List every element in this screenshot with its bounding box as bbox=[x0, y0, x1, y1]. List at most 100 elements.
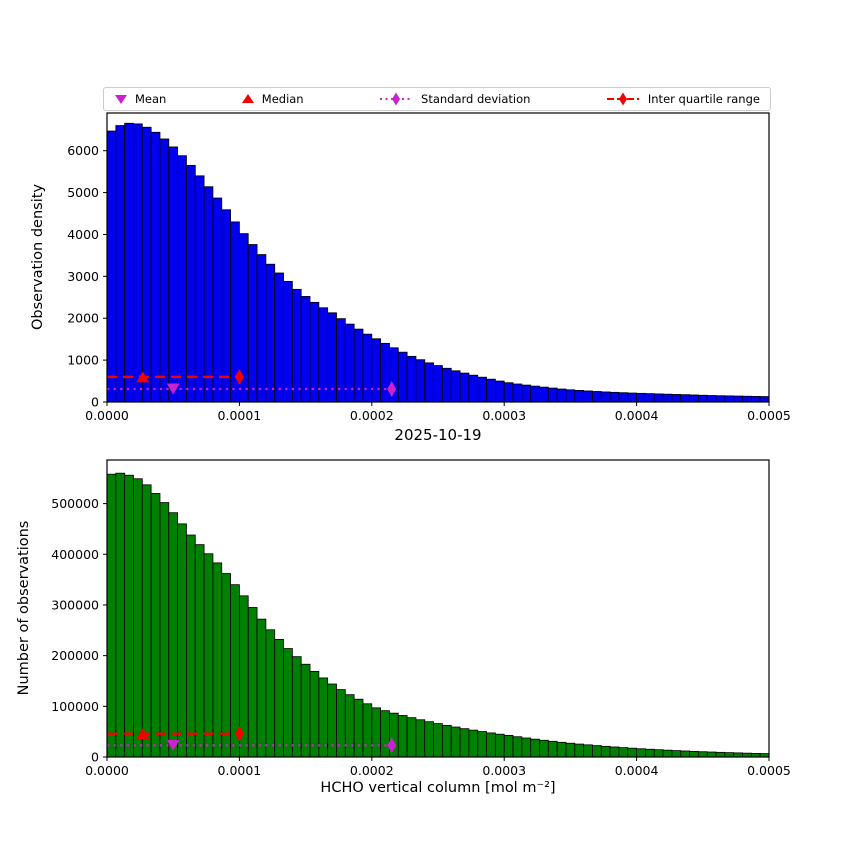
legend-item-standard-deviation: Standard deviation bbox=[378, 92, 530, 106]
histogram-bar bbox=[539, 739, 549, 758]
histogram-bar bbox=[565, 742, 576, 758]
histogram-bar bbox=[671, 394, 682, 403]
histogram-bar bbox=[247, 607, 258, 758]
histogram-bar bbox=[662, 749, 673, 758]
x-tick-label: 0.0002 bbox=[350, 763, 394, 778]
histogram-bar bbox=[353, 698, 364, 758]
median-marker bbox=[136, 371, 150, 383]
histogram-bar bbox=[715, 395, 726, 403]
histogram-bar bbox=[556, 741, 567, 758]
histogram-bar bbox=[706, 751, 717, 758]
histogram-bar bbox=[177, 523, 187, 758]
legend-label-mean: Mean bbox=[135, 92, 167, 106]
histogram-bar bbox=[627, 392, 638, 403]
histogram-bar bbox=[397, 351, 408, 403]
histogram-bar bbox=[221, 209, 231, 403]
histogram-bar bbox=[318, 307, 329, 403]
histogram-bar bbox=[759, 396, 770, 403]
histogram-bar bbox=[106, 473, 117, 758]
histogram-bar bbox=[203, 553, 214, 758]
histogram-bar bbox=[371, 707, 382, 758]
histogram-bar bbox=[530, 738, 540, 758]
histogram-bar bbox=[194, 544, 205, 758]
histogram-bar bbox=[212, 562, 223, 758]
x-tick-label: 0.0004 bbox=[615, 408, 659, 423]
histogram-bar bbox=[124, 474, 134, 758]
histogram-bar bbox=[221, 573, 231, 758]
histogram-bar bbox=[106, 130, 117, 403]
y-tick-label: 1000 bbox=[67, 353, 99, 368]
histogram-bar bbox=[283, 648, 293, 758]
y-tick-label: 500000 bbox=[51, 496, 99, 511]
histogram-bar bbox=[539, 386, 549, 403]
histogram-bar bbox=[115, 472, 126, 758]
histogram-bar bbox=[689, 394, 699, 403]
histogram-bar bbox=[697, 394, 708, 403]
histogram-bar bbox=[300, 296, 311, 403]
histogram-bar bbox=[362, 333, 373, 403]
histogram-bar bbox=[274, 639, 284, 758]
histogram-bar bbox=[141, 484, 152, 758]
mean-marker-icon bbox=[115, 95, 127, 104]
histogram-bar bbox=[689, 750, 699, 758]
histogram-bar bbox=[530, 385, 540, 403]
inter-quartile-range-marker-icon bbox=[606, 92, 639, 106]
histogram-bar bbox=[512, 383, 523, 403]
histogram-bar bbox=[627, 747, 638, 758]
histogram-bar bbox=[141, 126, 152, 403]
top-histogram-plot: 0.0000 0.0001 0.0002 0.0003 0.0004 0.0005 0 100… bbox=[67, 112, 791, 423]
histogram-bar bbox=[503, 735, 514, 758]
axes-frame bbox=[106, 112, 770, 403]
histogram-bar bbox=[494, 380, 505, 403]
histogram-bar bbox=[556, 388, 567, 403]
histogram-bar bbox=[715, 751, 726, 758]
y-tick-label: 2000 bbox=[67, 311, 99, 326]
histogram-bar bbox=[362, 703, 373, 758]
histogram-bar bbox=[291, 288, 302, 403]
histogram-bar bbox=[353, 328, 364, 403]
date-title: 2025-10-19 bbox=[394, 426, 482, 444]
x-tick-label: 0.0000 bbox=[85, 763, 129, 778]
inter-quartile-range-diamond-marker bbox=[234, 725, 244, 742]
histogram-bar bbox=[724, 395, 735, 403]
histogram-bar bbox=[742, 395, 752, 403]
histogram-bar bbox=[168, 512, 179, 758]
histogram-bar bbox=[203, 186, 214, 403]
histogram-bar bbox=[380, 342, 390, 403]
triangle-up-glyph bbox=[241, 94, 254, 103]
triangle-down-glyph bbox=[115, 95, 127, 104]
histogram-bar bbox=[503, 382, 514, 403]
histogram-bar bbox=[133, 123, 143, 403]
histogram-bar bbox=[645, 748, 655, 758]
histogram-bar bbox=[265, 629, 276, 758]
histogram-bar bbox=[574, 743, 585, 758]
histogram-bar bbox=[380, 710, 390, 758]
x-tick-label: 0.0001 bbox=[218, 763, 262, 778]
y-tick-label: 400000 bbox=[51, 547, 99, 562]
histogram-bar bbox=[662, 393, 673, 403]
histogram-bar bbox=[424, 721, 434, 758]
histogram-bar bbox=[653, 393, 664, 403]
histogram-bar bbox=[653, 749, 664, 758]
histogram-bar bbox=[265, 263, 276, 403]
histogram-bar bbox=[442, 367, 452, 403]
histogram-bar bbox=[450, 370, 461, 403]
histogram-bar bbox=[256, 254, 267, 403]
histogram-bar bbox=[371, 338, 382, 403]
bottom-y-axis-label: Number of observations bbox=[16, 520, 32, 696]
histogram-bar bbox=[177, 155, 187, 403]
histogram-bar bbox=[344, 694, 355, 758]
histogram-bar bbox=[468, 729, 479, 758]
histogram-bar bbox=[300, 663, 311, 758]
legend-item-inter-quartile-range: Inter quartile range bbox=[605, 92, 760, 106]
y-tick-label: 300000 bbox=[51, 597, 99, 612]
legend-item-mean: Mean bbox=[114, 92, 166, 106]
histogram-bar bbox=[574, 389, 585, 403]
diamond-glyph bbox=[618, 92, 627, 106]
histogram-bar bbox=[592, 391, 602, 403]
x-tick-label: 0.0001 bbox=[218, 408, 262, 423]
standard-deviation-diamond-marker bbox=[387, 381, 397, 398]
histogram-bar bbox=[150, 131, 161, 403]
histogram-bar bbox=[186, 534, 196, 758]
histogram-bar bbox=[397, 715, 408, 758]
